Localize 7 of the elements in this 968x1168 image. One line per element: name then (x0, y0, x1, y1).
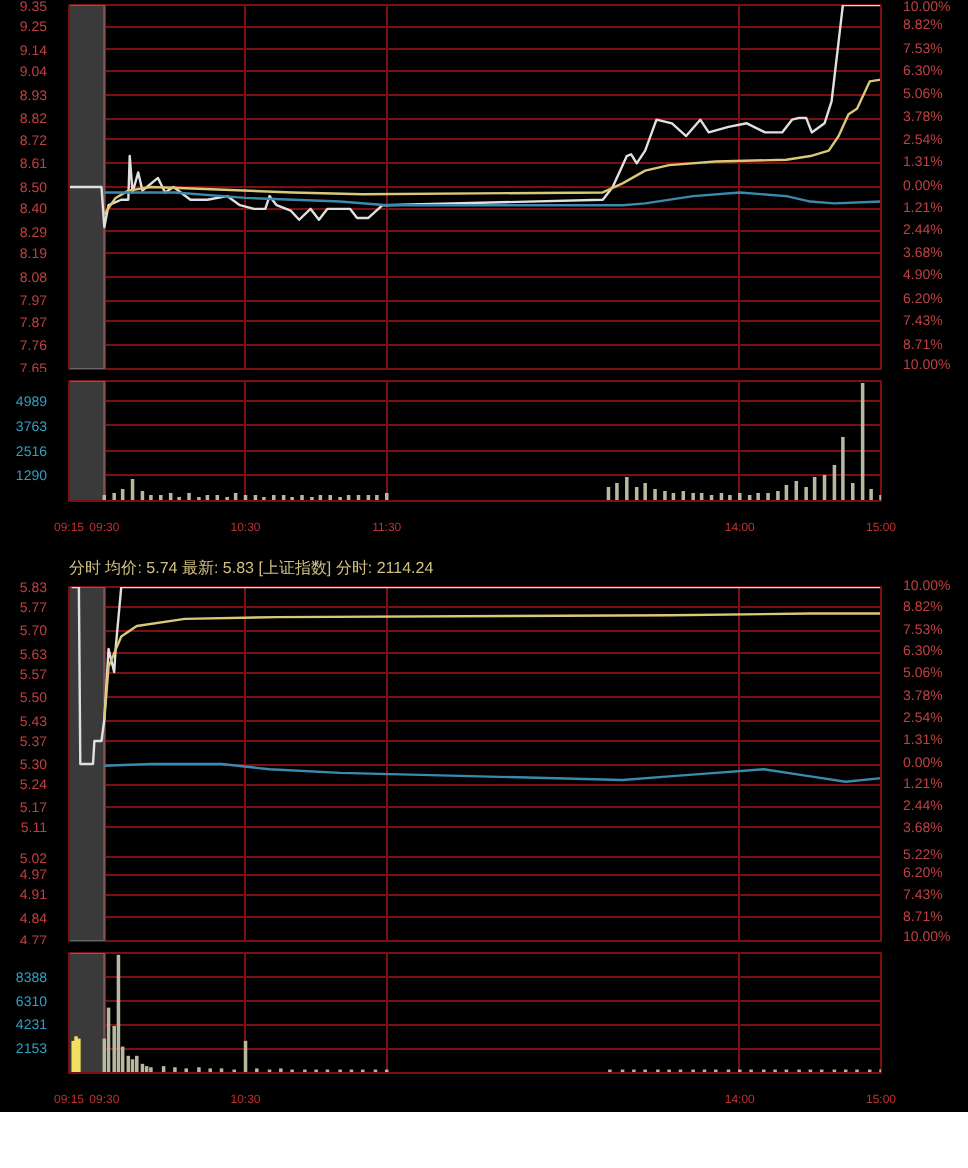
line-series (103, 78, 881, 216)
chart-title: 分时 均价: 5.74 最新: 5.83 [上证指数] 分时: 2114.24 (69, 559, 435, 577)
line-series (70, 587, 881, 766)
line-series (103, 191, 881, 207)
line-series (103, 612, 881, 721)
line-series (103, 762, 881, 783)
line-series (69, 5, 881, 229)
